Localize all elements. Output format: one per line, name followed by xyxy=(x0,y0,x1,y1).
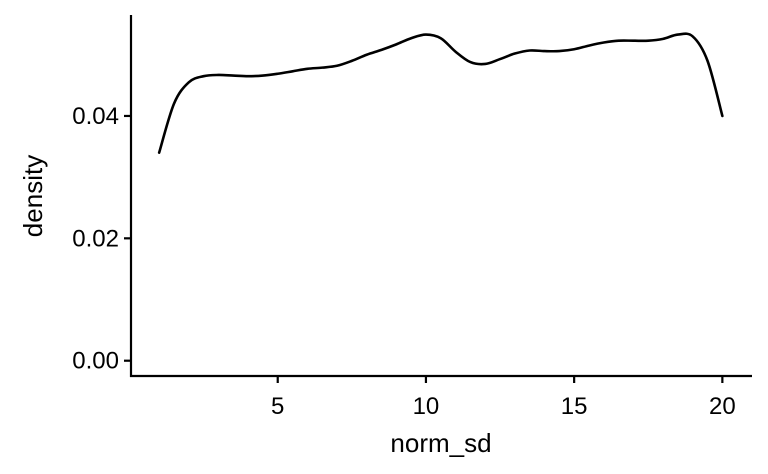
density-curve xyxy=(157,32,724,154)
y-tick-label: 0.04 xyxy=(72,103,119,130)
x-tick-label: 20 xyxy=(709,393,736,420)
y-axis-title: density xyxy=(18,155,48,237)
y-tick-label: 0.02 xyxy=(72,225,119,252)
x-tick-label: 15 xyxy=(561,393,588,420)
y-tick-label: 0.00 xyxy=(72,348,119,375)
x-axis-ticks: 5 10 15 20 xyxy=(271,376,736,420)
y-axis-ticks: 0.00 0.02 0.04 xyxy=(72,103,131,375)
x-axis-title: norm_sd xyxy=(390,428,491,458)
x-tick-label: 10 xyxy=(413,393,440,420)
x-tick-label: 5 xyxy=(271,393,284,420)
